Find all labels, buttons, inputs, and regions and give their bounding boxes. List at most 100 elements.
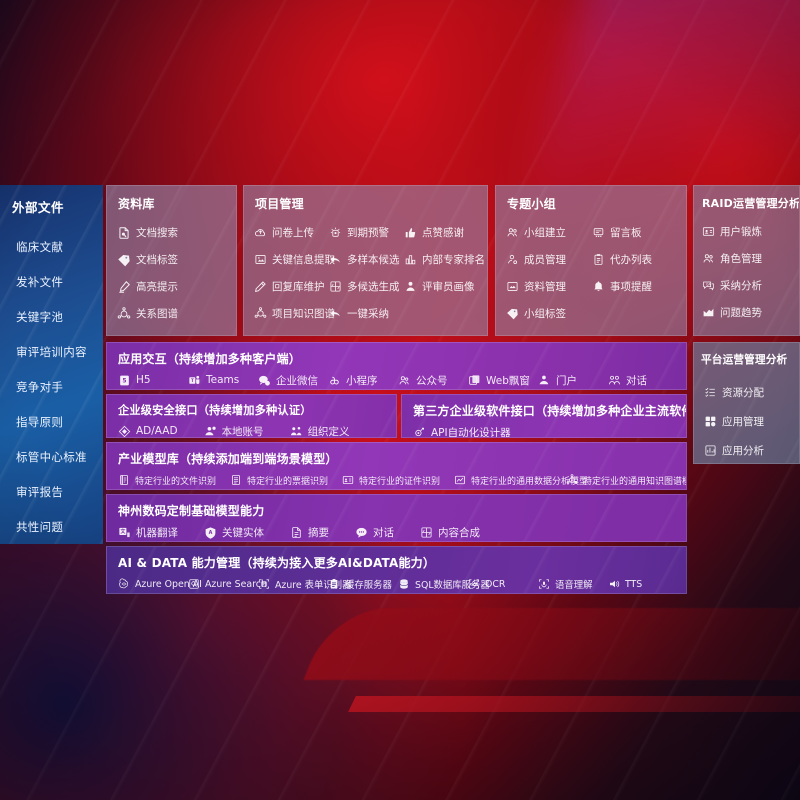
menu-item-relation-graph[interactable]: 关系图谱 (117, 300, 228, 327)
client-label: 公众号 (416, 374, 448, 387)
menu-item-label: 资源分配 (722, 387, 764, 399)
panel-raid-title: RAID运营管理分析 (702, 197, 800, 210)
sidebar-item-guidelines[interactable]: 指导原则 (16, 415, 64, 429)
client-item-wecom[interactable]: 企业微信 (258, 370, 328, 389)
alarm-light-icon (330, 227, 341, 237)
menu-item-group-tag[interactable]: 小组标签 (506, 300, 592, 327)
row-thirdparty-items: API自动化设计器 (413, 422, 678, 437)
aidata-item-azure-open-ai[interactable]: Azure Open AI (118, 574, 202, 593)
menu-item-issue-trend[interactable]: 问题趋势 (702, 299, 791, 326)
aidata-item-sql-database-server[interactable]: SQL数据库服务器 (398, 574, 490, 593)
industry-item-receipt-recognition[interactable]: 特定行业的票据识别 (230, 470, 342, 489)
sidebar-title: 外部文件 (12, 200, 65, 215)
background-swoosh-lower (348, 696, 800, 712)
sidebar-item-review-training[interactable]: 审评培训内容 (16, 345, 87, 359)
panel-raid-analytics: RAID运营管理分析 用户锻炼 角色管理 QA 采纳分析 (693, 185, 800, 336)
aidata-label: TTS (625, 578, 643, 590)
menu-item-thanks-like[interactable]: 点赞感谢 (404, 219, 479, 246)
client-item-web-popup[interactable]: Web飘窗 (468, 370, 538, 389)
menu-item-reviewer-portrait[interactable]: 评审员画像 (404, 273, 479, 300)
org-structure-icon (290, 426, 301, 435)
menu-item-app-management[interactable]: 应用管理 (704, 407, 791, 436)
aidata-item-azure-search[interactable]: Azure Search (188, 574, 267, 593)
sidebar-item-competitors[interactable]: 竞争对手 (16, 380, 64, 394)
menu-item-label: 文档标签 (136, 254, 178, 266)
menu-item-reply-library-maintain[interactable]: 回复库维护 (254, 273, 329, 300)
menu-item-document-search[interactable]: 文档搜索 (117, 219, 228, 246)
aidata-item-tts[interactable]: TTS (608, 574, 678, 593)
menu-item-material-management[interactable]: 资料管理 (506, 273, 592, 300)
menu-item-event-reminder[interactable]: 事项提醒 (592, 273, 678, 300)
client-item-miniprogram[interactable]: 小程序 (328, 370, 398, 389)
aidata-item-form-recognizer[interactable]: Azure 表单识别器 (258, 574, 352, 593)
menu-item-message-board[interactable]: 留言板 (592, 219, 678, 246)
menu-item-multi-candidate-generate[interactable]: 多候选生成 (329, 273, 404, 300)
menu-item-app-analysis[interactable]: 应用分析 (704, 436, 791, 463)
client-item-official-account[interactable]: 公众号 (398, 370, 468, 389)
panel-library-items: 文档搜索 文档标签 高亮提示 关系图谱 (117, 219, 228, 335)
menu-item-adoption-analysis[interactable]: QA 采纳分析 (702, 272, 791, 299)
person-portrait-icon (406, 281, 415, 291)
menu-item-user-training[interactable]: 用户锻炼 (702, 218, 791, 245)
row-thirdparty-interface: 第三方企业级软件接口（持续增加多种企业主流软件接口） API自动化设计器 (401, 394, 687, 438)
sidebar-items: 临床文献 发补文件 关键字池 审评培训内容 竞争对手 指导原则 标管中心标准 审… (0, 216, 103, 544)
base-item-content-synthesis[interactable]: 内容合成 (420, 522, 480, 541)
menu-item-member-management[interactable]: 成员管理 (506, 246, 592, 273)
cache-server-icon (330, 579, 338, 589)
auth-item-local-account[interactable]: 本地账号 (204, 421, 264, 437)
industry-item-file-recognition[interactable]: 特定行业的文件识别 (118, 470, 230, 489)
aidata-item-cache-server[interactable]: 缓存服务器 (328, 574, 398, 593)
svg-text:T: T (191, 378, 194, 384)
industry-item-id-recognition[interactable]: 特定行业的证件识别 (342, 470, 454, 489)
sidebar-item-standards-center[interactable]: 标管中心标准 (16, 450, 87, 464)
menu-item-internal-expert-ranking[interactable]: 内部专家排名 (404, 246, 485, 273)
auth-item-org-definition[interactable]: 组织定义 (290, 421, 350, 437)
auth-item-ad-aad[interactable]: AD/AAD (118, 421, 178, 437)
base-item-dialog[interactable]: 对话 (355, 522, 394, 541)
aidata-label: 语音理解 (555, 580, 593, 591)
row-base-title: 神州数码定制基础模型能力 (118, 504, 265, 518)
menu-item-document-category[interactable]: 文档分类 (117, 327, 228, 335)
menu-item-multi-sample-candidate[interactable]: 多样本候选 (329, 246, 404, 273)
menu-item-expiry-alert[interactable]: 到期预警 (329, 219, 404, 246)
base-item-summary[interactable]: 摘要 (290, 522, 329, 541)
sidebar-item-clinical-literature[interactable]: 临床文献 (16, 240, 64, 254)
industry-label: 特定行业的票据识别 (247, 476, 329, 487)
menu-item-project-knowledge-graph[interactable]: 项目知识图谱 (254, 300, 335, 327)
menu-item-highlight[interactable]: 高亮提示 (117, 273, 228, 300)
local-account-icon (204, 426, 216, 435)
menu-item-one-click-adopt[interactable]: 一键采纳 (329, 300, 404, 327)
menu-item-group-create[interactable]: 小组建立 (506, 219, 592, 246)
aidata-item-speech-understanding[interactable]: 语音理解 (538, 574, 608, 593)
base-label: 对话 (373, 526, 394, 539)
sidebar-item-supplement-files[interactable]: 发补文件 (16, 275, 64, 289)
menu-item-document-tag[interactable]: 文档标签 (117, 246, 228, 273)
menu-item-resource-allocation[interactable]: 资源分配 (704, 378, 791, 407)
sidebar-item-keyword-pool[interactable]: 关键字池 (16, 310, 64, 324)
menu-item-key-info-extract[interactable]: 关键信息提取 (254, 246, 335, 273)
client-item-h5[interactable]: 5 H5 (118, 370, 188, 389)
menu-item-label: 一键采纳 (346, 308, 389, 320)
menu-item-label: 内部专家排名 (421, 254, 485, 266)
client-item-portal[interactable]: 门户 (538, 370, 608, 389)
industry-label: 特定行业的通用知识图谱模型 (583, 476, 686, 487)
industry-item-data-analysis-model[interactable]: 特定行业的通用数据分析模型 (454, 470, 588, 489)
api-gear-icon (415, 427, 424, 436)
sidebar-item-review-report[interactable]: 审评报告 (16, 485, 64, 499)
base-item-machine-translation[interactable]: 文 机器翻译 (118, 522, 178, 541)
sidebar-item-common-issues[interactable]: 共性问题 (16, 520, 64, 534)
base-item-key-entity[interactable]: A 关键实体 (204, 522, 264, 541)
menu-item-questionnaire-upload[interactable]: 问卷上传 (254, 219, 329, 246)
row-aidata-items: Azure Open AI Azure Search Azure 表单识别器 缓… (118, 574, 678, 593)
menu-item-label: 回复库维护 (272, 281, 325, 293)
form-recognizer-icon (259, 579, 269, 589)
menu-item-role-management[interactable]: 角色管理 (702, 245, 791, 272)
thirdparty-item-api-designer[interactable]: API自动化设计器 (413, 422, 511, 437)
menu-item-todo-list[interactable]: 代办列表 (592, 246, 678, 273)
client-item-teams[interactable]: T Teams (188, 370, 258, 389)
industry-item-knowledge-graph-model[interactable]: 特定行业的通用知识图谱模型 (566, 470, 686, 489)
archive-box-icon (507, 282, 518, 291)
panel-project-title: 项目管理 (255, 197, 304, 211)
aidata-item-ocr[interactable]: OCR OCR (468, 574, 538, 593)
client-item-dialog[interactable]: 对话 (608, 370, 678, 389)
